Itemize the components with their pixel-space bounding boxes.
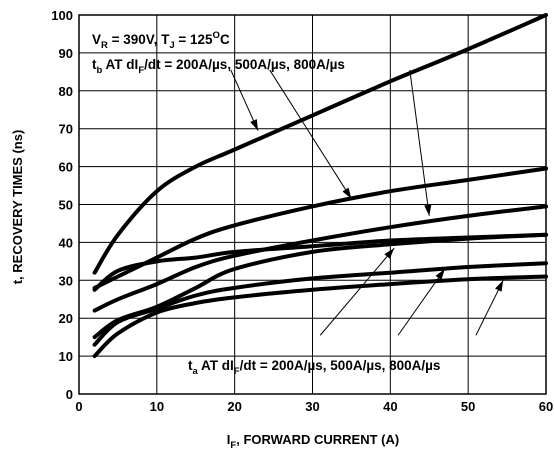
- x-tick-label: 0: [75, 399, 82, 414]
- leader-line: [397, 268, 446, 336]
- y-tick-label: 10: [59, 349, 73, 364]
- arrowhead: [384, 248, 395, 259]
- tick-labels: 0 10 20 30 40 50 60 0 10 20 30 40 50 60 70 80 90 100: [51, 8, 553, 414]
- x-axis-label: IF, FORWARD CURRENT (A): [227, 432, 399, 451]
- grid: [79, 15, 546, 394]
- y-tick-label: 100: [51, 8, 73, 23]
- x-tick-label: 60: [539, 399, 553, 414]
- conditions-label: VR = 390V, TJ = 125OC: [92, 30, 230, 51]
- arrowhead: [495, 280, 504, 292]
- y-tick-label: 70: [59, 122, 73, 137]
- leader-line: [230, 69, 259, 131]
- y-axis-label: t, RECOVERY TIMES (ns): [10, 130, 25, 285]
- x-tick-label: 50: [461, 399, 475, 414]
- series-line-ta-5: [92, 261, 548, 347]
- series-line-ta-6: [92, 274, 548, 359]
- x-tick-label: 20: [227, 399, 241, 414]
- y-tick-label: 50: [59, 198, 73, 213]
- annotation-arrows: [230, 69, 504, 336]
- series-line-tb-1: [92, 13, 548, 275]
- y-tick-label: 30: [59, 273, 73, 288]
- series-group: [92, 13, 548, 359]
- series-line-ta-4: [92, 232, 548, 340]
- series-line-extra-7: [92, 232, 548, 292]
- y-tick-label: 20: [59, 311, 73, 326]
- series-line-tb-2: [92, 166, 548, 290]
- arrowhead: [342, 187, 352, 199]
- y-tick-label: 60: [59, 160, 73, 175]
- y-tick-label: 40: [59, 235, 73, 250]
- tb-series-label: tb AT dIF/dt = 200A/µs, 500A/µs, 800A/µs: [92, 57, 345, 76]
- y-tick-label: 90: [59, 46, 73, 61]
- arrowhead: [424, 204, 432, 216]
- x-tick-label: 30: [305, 399, 319, 414]
- x-tick-label: 10: [150, 399, 164, 414]
- ta-series-label: ta AT dIF/dt = 200A/µs, 500A/µs, 800A/µs: [188, 358, 440, 377]
- arrowhead: [435, 268, 445, 280]
- leader-line: [269, 69, 352, 200]
- plot-frame: [78, 14, 547, 395]
- leader-line: [409, 69, 430, 216]
- x-tick-label: 40: [383, 399, 397, 414]
- y-tick-label: 0: [66, 387, 73, 402]
- series-line-tb-3: [92, 204, 548, 313]
- arrowhead: [250, 119, 259, 131]
- leader-line: [319, 247, 395, 336]
- y-tick-label: 80: [59, 84, 73, 99]
